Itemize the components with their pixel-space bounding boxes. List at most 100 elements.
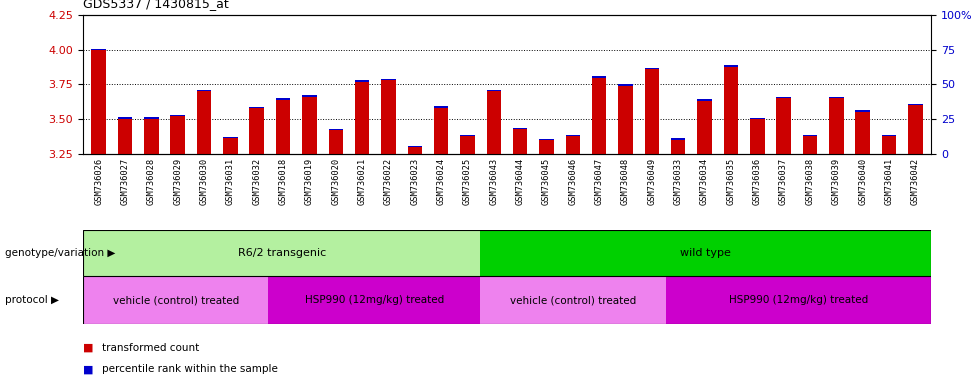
Bar	[750, 119, 764, 154]
Text: GSM736038: GSM736038	[805, 157, 814, 205]
Text: GSM736045: GSM736045	[542, 157, 551, 205]
Text: GDS5337 / 1430815_at: GDS5337 / 1430815_at	[83, 0, 228, 10]
Bar	[329, 130, 343, 154]
Bar	[408, 146, 422, 147]
Bar	[83, 276, 268, 324]
Text: GSM736034: GSM736034	[700, 157, 709, 205]
Bar	[268, 276, 481, 324]
Bar	[697, 99, 712, 101]
Text: GSM736048: GSM736048	[621, 157, 630, 205]
Bar	[144, 119, 159, 154]
Bar	[276, 98, 291, 100]
Bar	[881, 134, 896, 136]
Text: GSM736020: GSM736020	[332, 157, 340, 205]
Text: wild type: wild type	[681, 248, 731, 258]
Bar	[566, 134, 580, 136]
Text: HSP990 (12mg/kg) treated: HSP990 (12mg/kg) treated	[729, 295, 868, 306]
Text: GSM736031: GSM736031	[226, 157, 235, 205]
Bar	[197, 90, 212, 91]
Bar	[723, 66, 738, 154]
Text: GSM736027: GSM736027	[121, 157, 130, 205]
Bar	[776, 97, 791, 98]
Bar	[539, 140, 554, 154]
Text: GSM736037: GSM736037	[779, 157, 788, 205]
Text: GSM736046: GSM736046	[568, 157, 577, 205]
Bar	[644, 68, 659, 69]
Text: GSM736026: GSM736026	[95, 157, 103, 205]
Text: protocol ▶: protocol ▶	[5, 295, 58, 306]
Bar	[276, 100, 291, 154]
Bar	[697, 101, 712, 154]
Bar	[908, 105, 922, 154]
Text: GSM736024: GSM736024	[437, 157, 446, 205]
Bar	[592, 78, 606, 154]
Text: GSM736032: GSM736032	[253, 157, 261, 205]
Text: vehicle (control) treated: vehicle (control) treated	[510, 295, 637, 306]
Bar	[434, 106, 448, 108]
Bar	[250, 107, 264, 108]
Bar	[171, 114, 185, 116]
Bar	[723, 65, 738, 66]
Bar	[250, 108, 264, 154]
Text: GSM736025: GSM736025	[463, 157, 472, 205]
Bar	[908, 104, 922, 105]
Bar	[83, 230, 481, 276]
Text: GSM736043: GSM736043	[489, 157, 498, 205]
Bar	[355, 82, 370, 154]
Bar	[644, 69, 659, 154]
Text: GSM736018: GSM736018	[279, 157, 288, 205]
Bar	[329, 129, 343, 130]
Text: GSM736033: GSM736033	[674, 157, 682, 205]
Text: ■: ■	[83, 364, 94, 374]
Bar	[750, 118, 764, 119]
Bar	[566, 136, 580, 154]
Bar	[381, 79, 396, 80]
Bar	[881, 136, 896, 154]
Bar	[855, 112, 870, 154]
Text: HSP990 (12mg/kg) treated: HSP990 (12mg/kg) treated	[305, 295, 444, 306]
Bar	[671, 140, 685, 154]
Text: GSM736049: GSM736049	[647, 157, 656, 205]
Text: GSM736028: GSM736028	[147, 157, 156, 205]
Bar	[118, 119, 133, 154]
Text: GSM736042: GSM736042	[911, 157, 919, 205]
Bar	[460, 134, 475, 136]
Bar	[776, 98, 791, 154]
Bar	[408, 147, 422, 154]
Text: GSM736029: GSM736029	[174, 157, 182, 205]
Bar	[487, 91, 501, 154]
Bar	[802, 136, 817, 154]
Bar	[802, 134, 817, 136]
Bar	[666, 276, 931, 324]
Text: GSM736023: GSM736023	[410, 157, 419, 205]
Text: GSM736030: GSM736030	[200, 157, 209, 205]
Text: GSM736036: GSM736036	[753, 157, 761, 205]
Text: GSM736022: GSM736022	[384, 157, 393, 205]
Bar	[144, 118, 159, 119]
Bar	[481, 230, 931, 276]
Text: GSM736019: GSM736019	[305, 157, 314, 205]
Text: vehicle (control) treated: vehicle (control) treated	[112, 295, 239, 306]
Text: GSM736041: GSM736041	[884, 157, 893, 205]
Bar	[118, 118, 133, 119]
Bar	[487, 90, 501, 91]
Bar	[381, 80, 396, 154]
Text: GSM736040: GSM736040	[858, 157, 867, 205]
Bar	[513, 129, 527, 154]
Text: transformed count: transformed count	[102, 343, 200, 353]
Text: percentile rank within the sample: percentile rank within the sample	[102, 364, 278, 374]
Bar	[302, 97, 317, 154]
Bar	[592, 76, 606, 78]
Bar	[197, 91, 212, 154]
Bar	[223, 137, 238, 138]
Text: GSM736047: GSM736047	[595, 157, 604, 205]
Bar	[618, 86, 633, 154]
Bar	[92, 50, 106, 154]
Text: GSM736021: GSM736021	[358, 157, 367, 205]
Text: GSM736044: GSM736044	[516, 157, 525, 205]
Bar	[618, 84, 633, 86]
Text: GSM736039: GSM736039	[832, 157, 840, 205]
Bar	[460, 136, 475, 154]
Bar	[513, 127, 527, 129]
Text: ■: ■	[83, 343, 94, 353]
